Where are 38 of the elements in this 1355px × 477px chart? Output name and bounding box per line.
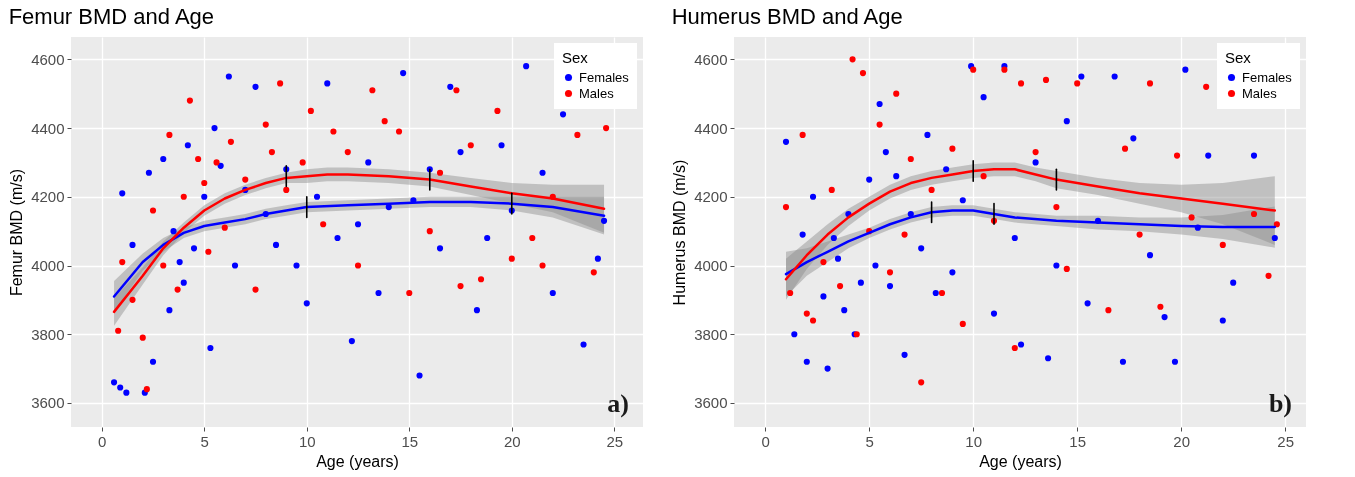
x-tick-label: 20 bbox=[1173, 432, 1191, 450]
legend-label: Males bbox=[579, 85, 615, 101]
y-axis-title: Femur BMD (m/s) bbox=[8, 168, 26, 297]
y-tick-label: 4000 bbox=[694, 257, 728, 274]
legend-label: Males bbox=[1242, 85, 1278, 101]
y-tick-label: 4600 bbox=[31, 50, 65, 68]
y-tick-label: 4400 bbox=[694, 119, 728, 137]
y-tick-label: 3800 bbox=[694, 325, 728, 343]
y-tick-label: 4200 bbox=[31, 188, 65, 206]
legend-title: Sex bbox=[562, 49, 589, 66]
x-tick-label: 25 bbox=[1277, 432, 1295, 450]
x-tick-label: 5 bbox=[200, 432, 209, 450]
x-tick-label: 10 bbox=[965, 432, 983, 450]
x-axis-title: Age (years) bbox=[316, 452, 399, 470]
x-axis-title: Age (years) bbox=[979, 452, 1062, 470]
x-tick-label: 15 bbox=[401, 432, 419, 450]
y-tick-label: 3600 bbox=[694, 394, 728, 412]
y-tick-label: 3800 bbox=[31, 325, 65, 343]
legend-label: Females bbox=[579, 69, 630, 85]
x-tick-label: 0 bbox=[98, 432, 107, 450]
annotation: a) bbox=[607, 389, 629, 418]
legend-label: Females bbox=[1242, 69, 1293, 85]
chart-title: Femur BMD and Age bbox=[8, 4, 215, 29]
chart-title: Humerus BMD and Age bbox=[671, 4, 903, 29]
y-tick-label: 4600 bbox=[694, 50, 728, 68]
y-tick-label: 4200 bbox=[694, 188, 728, 206]
x-tick-label: 10 bbox=[298, 432, 316, 450]
x-tick-label: 15 bbox=[1069, 432, 1087, 450]
legend-title: Sex bbox=[1225, 49, 1252, 66]
y-axis-title: Humerus BMD (m/s) bbox=[671, 159, 689, 306]
x-tick-label: 5 bbox=[865, 432, 874, 450]
x-tick-label: 20 bbox=[503, 432, 521, 450]
annotation: b) bbox=[1268, 389, 1292, 418]
x-tick-label: 25 bbox=[606, 432, 624, 450]
y-tick-label: 3600 bbox=[31, 394, 65, 412]
y-tick-label: 4400 bbox=[31, 119, 65, 137]
y-tick-label: 4000 bbox=[31, 257, 65, 274]
x-tick-label: 0 bbox=[761, 432, 770, 450]
